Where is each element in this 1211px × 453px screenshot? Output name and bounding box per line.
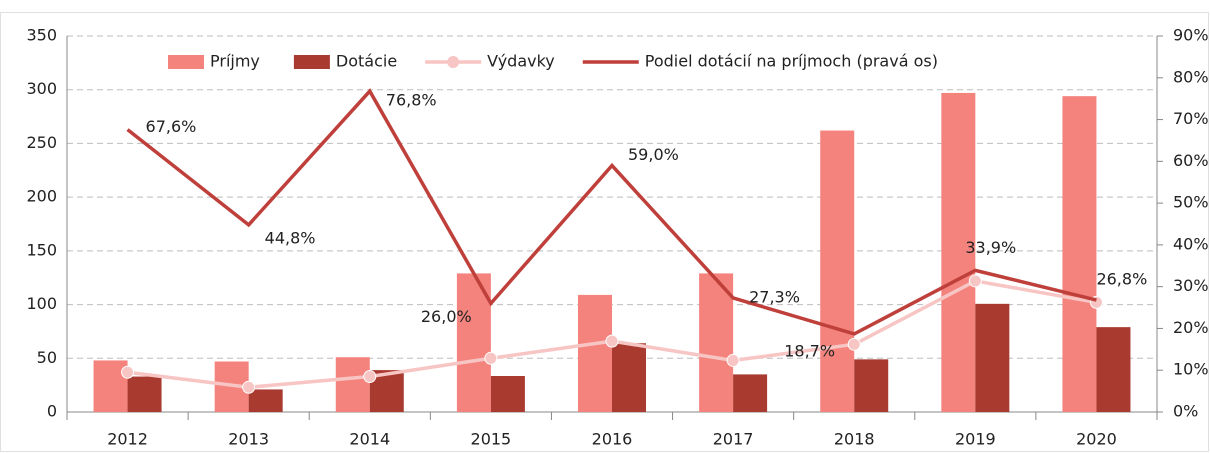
y2-tick-label: 10% — [1173, 360, 1209, 379]
legend-label: Príjmy — [210, 52, 260, 71]
x-tick-label: 2013 — [228, 430, 269, 449]
y2-tick-label: 70% — [1173, 109, 1209, 128]
y2-tick-label: 50% — [1173, 193, 1209, 212]
x-tick-label: 2018 — [834, 430, 875, 449]
y-tick-label: 250 — [26, 133, 57, 152]
data-label: 18,7% — [784, 341, 835, 360]
bar — [612, 343, 646, 412]
y-tick-label: 0 — [47, 402, 57, 421]
bar — [733, 374, 768, 412]
y-tick-label: 200 — [26, 187, 57, 206]
bar — [1062, 96, 1097, 412]
bar — [1096, 327, 1131, 412]
bar — [93, 360, 128, 412]
line — [126, 88, 1097, 336]
chart-border — [0, 12, 1209, 452]
bar — [248, 389, 283, 412]
marker — [605, 334, 619, 348]
marker — [242, 380, 256, 394]
y-tick-label: 150 — [26, 240, 57, 259]
data-label: 76,8% — [386, 91, 437, 110]
y2-tick-label: 90% — [1173, 26, 1209, 45]
bar — [578, 294, 612, 412]
x-tick-label: 2016 — [592, 430, 633, 449]
data-label: 44,8% — [265, 228, 316, 247]
data-label: 67,6% — [146, 117, 197, 136]
legend-swatch — [168, 55, 204, 69]
y-tick-label: 350 — [26, 26, 57, 45]
bar — [699, 273, 734, 412]
marker — [484, 351, 498, 365]
x-tick-label: 2017 — [713, 430, 754, 449]
y2-tick-label: 20% — [1173, 318, 1209, 337]
marker — [968, 274, 982, 288]
x-tick-label: 2020 — [1076, 430, 1117, 449]
bar — [335, 357, 370, 412]
x-tick-label: 2014 — [349, 430, 390, 449]
data-label: 26,0% — [421, 307, 472, 326]
bar — [975, 303, 1010, 412]
data-label: 26,8% — [1096, 270, 1147, 289]
data-label: 33,9% — [965, 238, 1016, 257]
data-label: 59,0% — [628, 145, 679, 164]
y2-tick-label: 80% — [1173, 67, 1209, 86]
x-tick-label: 2015 — [471, 430, 512, 449]
marker — [121, 365, 135, 379]
y-tick-label: 300 — [26, 79, 57, 98]
y2-tick-label: 30% — [1173, 276, 1209, 295]
legend-label: Podiel dotácií na príjmoch (pravá os) — [645, 52, 938, 71]
marker — [363, 370, 377, 384]
marker — [847, 337, 861, 351]
y2-tick-label: 40% — [1173, 234, 1209, 253]
x-tick-label: 2012 — [107, 430, 148, 449]
bar — [127, 376, 162, 412]
legend-marker — [447, 56, 460, 68]
x-tick-label: 2019 — [955, 430, 996, 449]
bar — [941, 92, 976, 413]
legend-label: Dotácie — [336, 52, 397, 71]
legend-label: Výdavky — [487, 52, 555, 71]
bar — [854, 359, 889, 412]
bar — [820, 130, 855, 412]
y2-tick-label: 60% — [1173, 151, 1209, 170]
y2-tick-label: 0% — [1173, 402, 1198, 421]
data-label: 27,3% — [749, 287, 800, 306]
marker — [726, 353, 740, 367]
y-tick-label: 50 — [37, 348, 57, 367]
legend-swatch — [293, 55, 330, 69]
y-tick-label: 100 — [26, 294, 57, 313]
bar — [490, 376, 525, 412]
